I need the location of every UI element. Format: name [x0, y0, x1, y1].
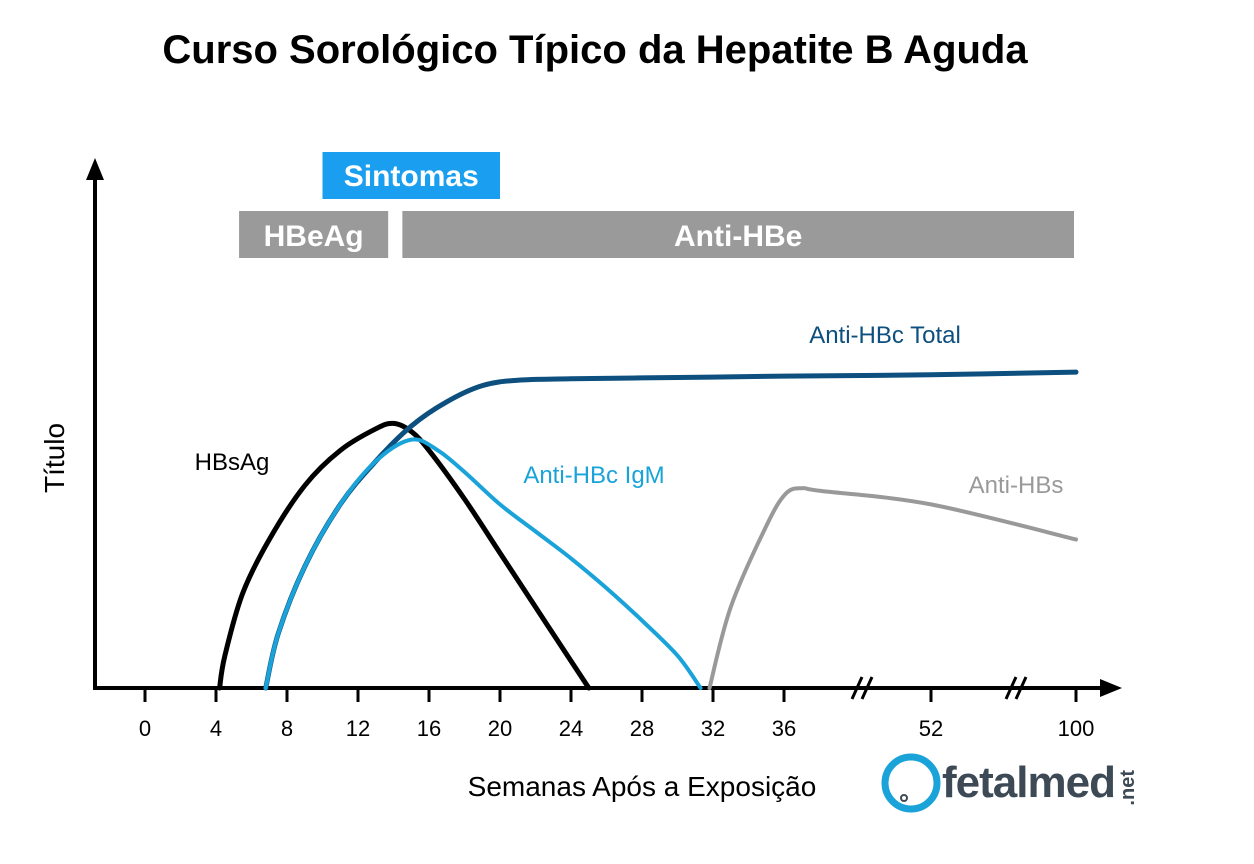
- label-anti-hbc-total: Anti-HBc Total: [809, 322, 961, 349]
- series-hbsag: [217, 420, 592, 691]
- band-sintomas: [322, 152, 500, 199]
- series-anti-hbc-total: [263, 369, 1079, 691]
- x-tick-label-24: 24: [559, 716, 583, 741]
- x-tick-label-20: 20: [488, 716, 512, 741]
- x-axis-label: Semanas Após a Exposição: [468, 771, 817, 802]
- logo-suffix: .net: [1116, 770, 1139, 806]
- x-tick-label-4: 4: [210, 716, 222, 741]
- x-tick-label-28: 28: [630, 716, 654, 741]
- band-hbeag-label: HBeAg: [264, 220, 364, 253]
- x-tick-label-32: 32: [701, 716, 725, 741]
- x-tick-label-36: 36: [772, 716, 796, 741]
- band-anti-hbe: [402, 211, 1074, 258]
- band-sintomas-label: Sintomas: [344, 160, 479, 193]
- label-hbsag: HBsAg: [195, 449, 270, 476]
- label-anti-hbs: Anti-HBs: [969, 472, 1064, 499]
- band-hbeag: [239, 211, 389, 258]
- x-tick-label-8: 8: [281, 716, 293, 741]
- logo-text: fetalmed: [942, 758, 1116, 807]
- x-ticks: [143, 688, 1078, 702]
- axis-break-1: [850, 676, 874, 700]
- x-tick-label-12: 12: [346, 716, 370, 741]
- fetus-logo-icon: [881, 753, 941, 813]
- series-anti-hbc-igm: [263, 437, 703, 690]
- x-tick-label-0: 0: [139, 716, 151, 741]
- y-axis-arrow: [86, 158, 104, 180]
- axis-break-2: [1004, 676, 1028, 700]
- y-axis-label: Título: [39, 423, 70, 493]
- x-tick-label-52: 52: [919, 716, 943, 741]
- band-anti-hbe-label: Anti-HBe: [674, 220, 802, 253]
- x-tick-label-100: 100: [1058, 716, 1095, 741]
- chart-title: Curso Sorológico Típico da Hepatite B Ag…: [162, 28, 1028, 72]
- x-tick-label-16: 16: [417, 716, 441, 741]
- series-anti-hbs: [707, 486, 1078, 690]
- fetalmed-logo: fetalmed .net: [880, 752, 1140, 814]
- label-anti-hbc-igm: Anti-HBc IgM: [523, 462, 664, 489]
- x-axis-arrow: [1100, 679, 1122, 697]
- x-tick-labels: 0 4 8 12 16 20 24 28 32 36 52 100: [139, 716, 1094, 741]
